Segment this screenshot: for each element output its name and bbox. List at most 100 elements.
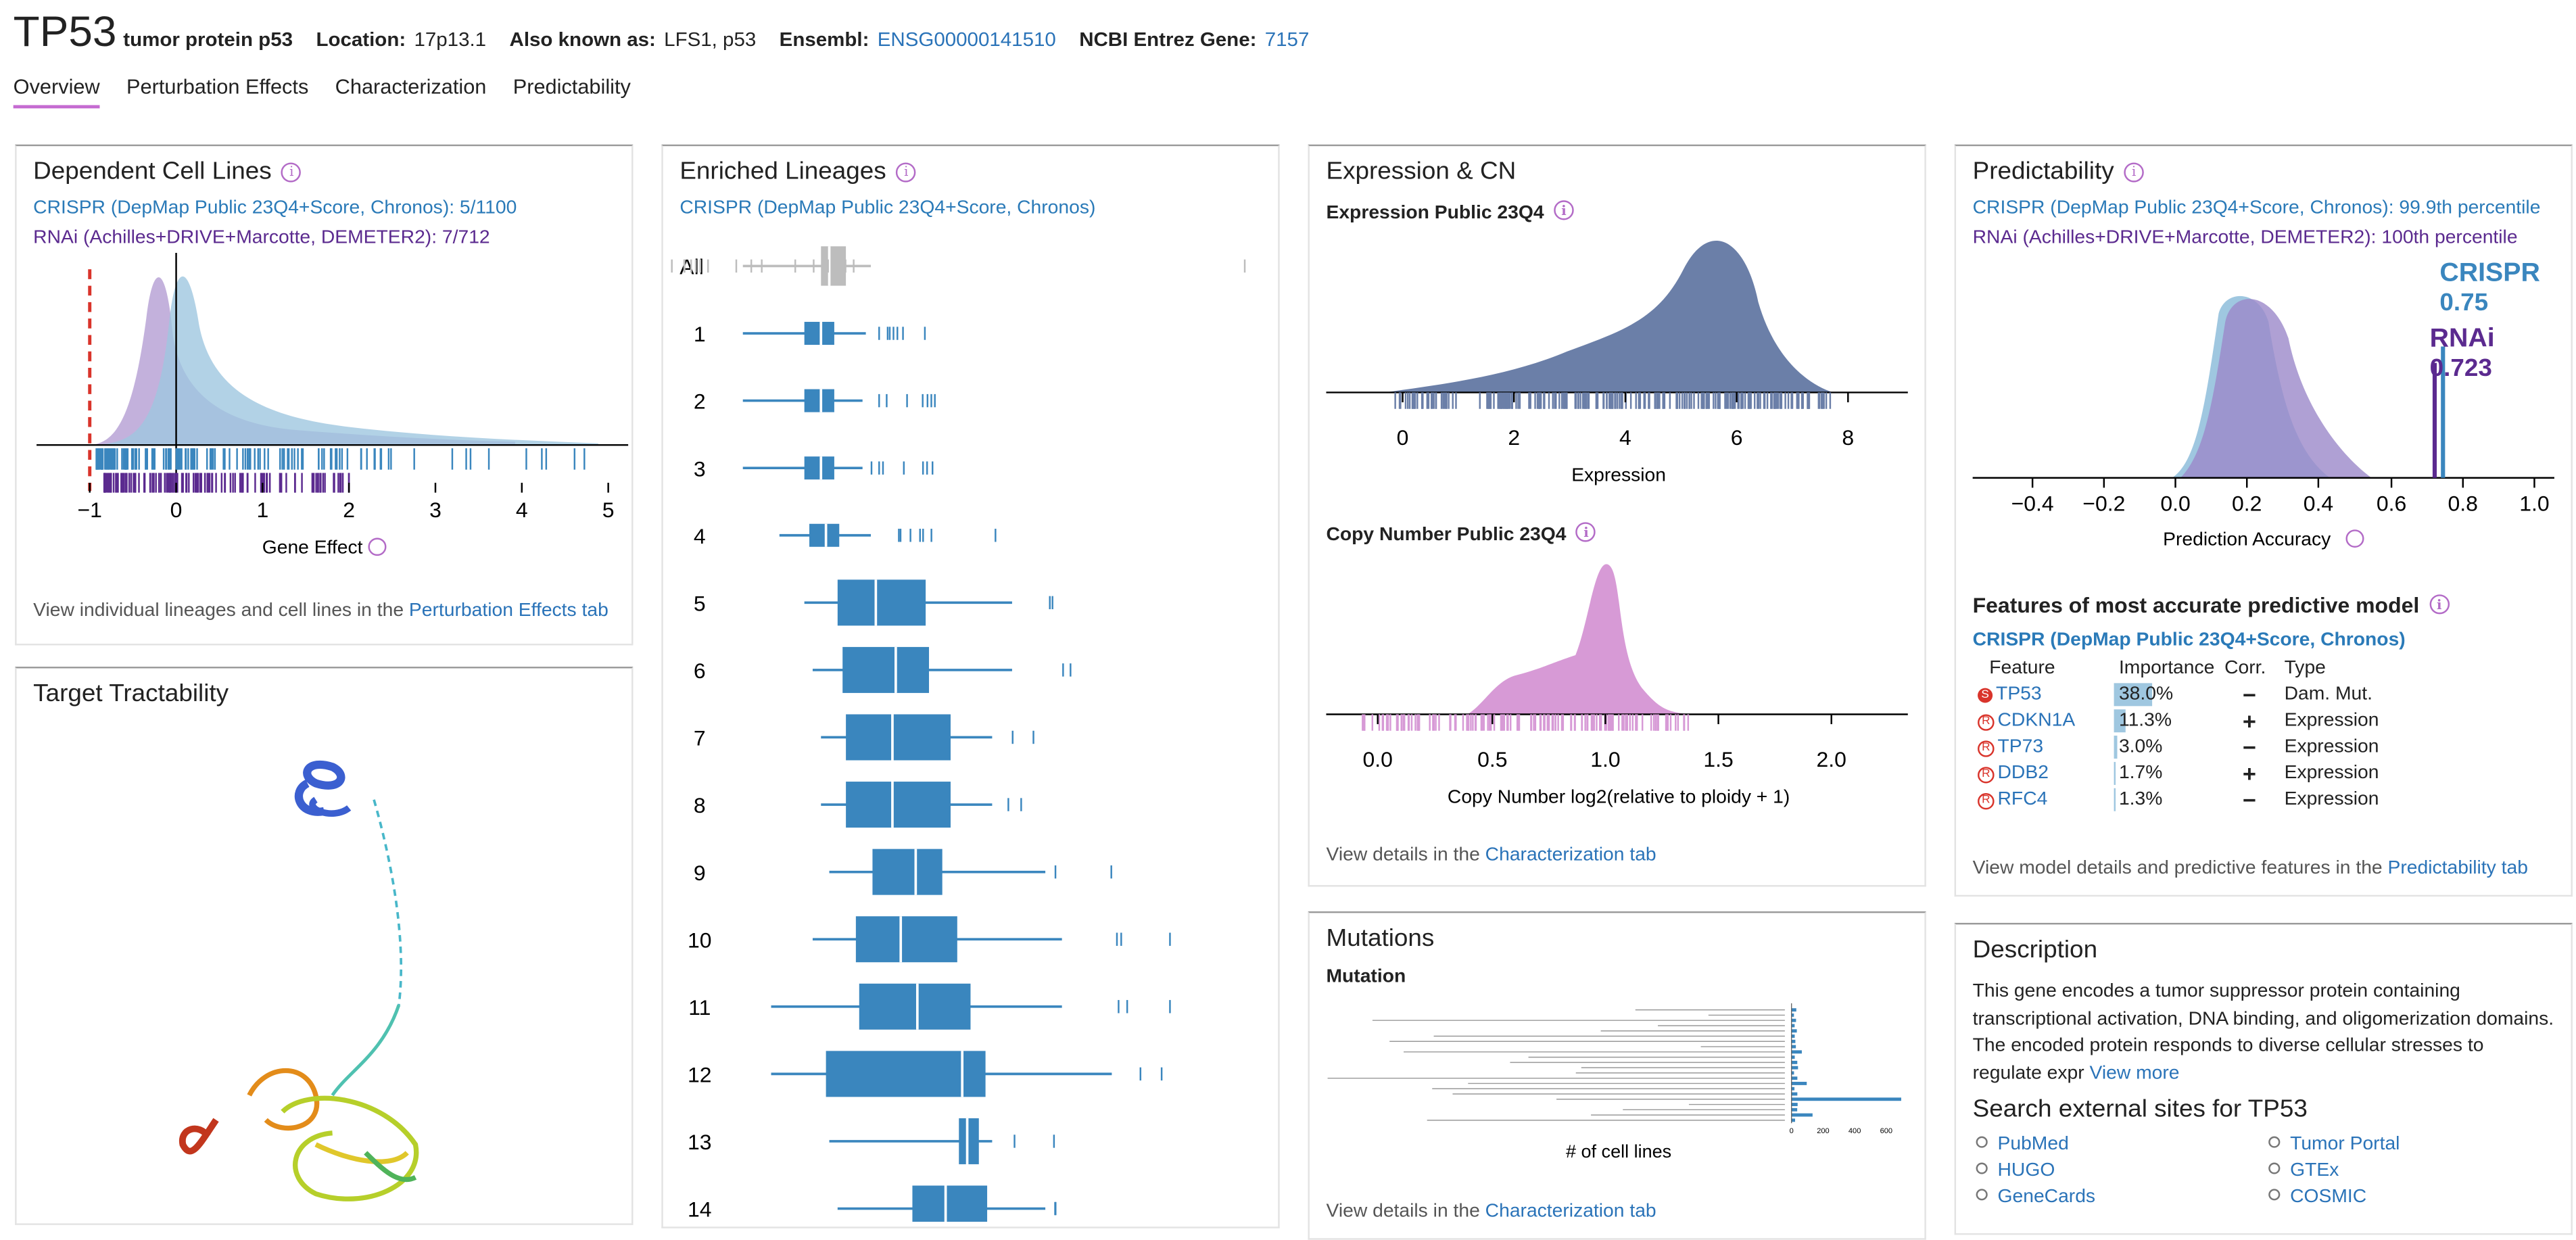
protein-structure-icon — [179, 760, 419, 1201]
lineage-label: 11 — [688, 995, 711, 1020]
predictability-crispr-line: CRISPR (DepMap Public 23Q4+Score, Chrono… — [1972, 198, 2541, 219]
importance-bar — [2114, 736, 2118, 759]
importance-value: 1.3% — [2118, 790, 2163, 810]
pubmed-link[interactable]: PubMed — [1997, 1135, 2069, 1155]
cosmic-link[interactable]: COSMIC — [2290, 1187, 2367, 1208]
mutations-panel: Mutations Mutation 0 200 400 600 # of ce… — [1308, 911, 1926, 1240]
lineage-label: 12 — [688, 1063, 712, 1087]
lineage-boxes — [671, 246, 1246, 1222]
list-item: COSMIC — [2268, 1187, 2400, 1214]
lineage-label: 10 — [688, 928, 712, 953]
tick-label: 4 — [1619, 425, 1631, 450]
predictability-link[interactable]: Predictability tab — [2387, 859, 2528, 879]
tick-label: 200 — [1817, 1127, 1829, 1135]
lineage-row-labels: All 1 2 3 4 5 6 7 8 9 10 11 12 13 14 — [679, 255, 711, 1222]
feature-type-badge: R — [1978, 767, 1995, 784]
importance-value: 38.0% — [2118, 684, 2174, 705]
mutation-bar — [1791, 1071, 1794, 1075]
type-cell: Expression — [2284, 711, 2379, 731]
info-icon[interactable]: i — [1554, 200, 1574, 220]
importance-cell: 11.3% — [2114, 708, 2220, 734]
feature-link[interactable]: RFC4 — [1997, 790, 2048, 810]
genecards-link[interactable]: GeneCards — [1997, 1187, 2096, 1208]
feature-link[interactable]: DDB2 — [1997, 763, 2049, 784]
description-title: Description — [1972, 936, 2098, 964]
feature-link[interactable]: TP53 — [1996, 684, 2042, 705]
tick-label: 0.0 — [1362, 747, 1392, 771]
feature-link[interactable]: CDKN1A — [1997, 711, 2076, 731]
mutation-bar-chart: 0 200 400 600 # of cell lines — [1327, 1003, 1901, 1162]
ensembl-label: Ensembl: — [779, 28, 869, 51]
importance-cell: 1.3% — [2114, 786, 2220, 813]
copy-number-density — [1467, 564, 1692, 715]
feature-cell: R RFC4 — [1973, 786, 2114, 813]
table-row: R TP73 3.0% − Expression — [1973, 734, 2384, 760]
dependent-crispr-line: CRISPR (DepMap Public 23Q4+Score, Chrono… — [33, 198, 517, 219]
tab-perturbation-effects[interactable]: Perturbation Effects — [126, 75, 309, 99]
header-type: Type — [2284, 658, 2326, 679]
info-icon[interactable] — [368, 538, 387, 556]
crispr-marker-value: 0.75 — [2439, 288, 2488, 316]
lineage-box — [812, 646, 1072, 693]
characterization-link[interactable]: Characterization tab — [1485, 1201, 1656, 1222]
importance-value: 1.7% — [2118, 763, 2163, 784]
ensembl-link[interactable]: ENSG00000141510 — [877, 28, 1056, 51]
expression-rug — [1394, 392, 1832, 409]
mutation-bar — [1791, 1092, 1798, 1096]
lineage-box — [742, 322, 926, 345]
feature-cell: R DDB2 — [1973, 760, 2114, 786]
info-icon[interactable]: i — [896, 162, 917, 183]
lineage-label: 2 — [694, 389, 706, 414]
mutation-bar — [1791, 1060, 1798, 1064]
mutations-xlabel: # of cell lines — [1566, 1141, 1671, 1162]
external-links-left: PubMed HUGO GeneCards — [1976, 1135, 2096, 1214]
characterization-link[interactable]: Characterization tab — [1485, 845, 1656, 865]
feature-link[interactable]: TP73 — [1997, 737, 2044, 757]
info-icon[interactable]: i — [2124, 162, 2144, 183]
header-feature: Feature — [1989, 658, 2055, 679]
lineage-box — [804, 579, 1053, 626]
hugo-link[interactable]: HUGO — [1997, 1161, 2055, 1181]
dependent-cell-lines-panel: Dependent Cell Lines i CRISPR (DepMap Pub… — [15, 144, 634, 646]
tick-label: 400 — [1848, 1127, 1861, 1135]
mutations-note: View details in the Characterization tab — [1326, 1201, 1656, 1222]
description-text: This gene encodes a tumor suppressor pro… — [1972, 982, 2554, 1083]
lineage-label: 5 — [694, 592, 706, 616]
mutation-bar — [1791, 1013, 1794, 1017]
expression-density — [1384, 240, 1834, 393]
table-row: S TP53 38.0% − Dam. Mut. — [1973, 682, 2384, 708]
perturbation-effects-link[interactable]: Perturbation Effects tab — [408, 600, 609, 621]
lineage-box — [671, 246, 1246, 286]
gtex-link[interactable]: GTEx — [2290, 1161, 2339, 1181]
lineage-label: 9 — [694, 861, 706, 885]
predictability-rnai-line: RNAi (Achilles+DRIVE+Marcotte, DEMETER2)… — [1972, 228, 2518, 248]
mutations-subtitle: Mutation — [1326, 967, 1406, 987]
copy-number-ticks: 0.0 0.5 1.0 1.5 2.0 — [1362, 714, 1846, 771]
importance-bar — [2114, 761, 2116, 785]
feature-type-badge: R — [1978, 740, 1995, 757]
lineage-label: 14 — [688, 1197, 712, 1222]
table-row: R DDB2 1.7% + Expression — [1973, 760, 2384, 786]
tumor-portal-link[interactable]: Tumor Portal — [2290, 1135, 2400, 1155]
info-icon[interactable]: i — [281, 162, 302, 183]
type-cell: Dam. Mut. — [2284, 684, 2372, 705]
tab-predictability[interactable]: Predictability — [512, 75, 631, 99]
info-icon[interactable]: i — [2429, 594, 2450, 615]
info-icon[interactable]: i — [1576, 522, 1596, 542]
info-icon[interactable] — [2345, 529, 2364, 548]
crispr-rug — [95, 448, 586, 470]
feature-type-badge: S — [1978, 688, 1993, 703]
table-header: Feature Importance Corr. Type — [1973, 655, 2384, 682]
tick-label: 6 — [1731, 425, 1743, 450]
lineages-title: Enriched Lineages — [679, 158, 886, 186]
feature-type-badge: R — [1978, 714, 1995, 731]
view-more-link[interactable]: View more — [2089, 1063, 2180, 1083]
expression-cn-panel: Expression & CN Expression Public 23Q4 i … — [1308, 144, 1926, 887]
mutation-bar — [1791, 1029, 1797, 1033]
tab-overview[interactable]: Overview — [13, 76, 100, 109]
tab-characterization[interactable]: Characterization — [335, 75, 487, 99]
entrez-link[interactable]: 7157 — [1264, 28, 1310, 51]
expression-title: Expression & CN — [1326, 158, 1517, 186]
lineage-boxplot-chart: All 1 2 3 4 5 6 7 8 9 10 11 12 13 14 — [671, 246, 1246, 1222]
type-cell: Expression — [2284, 763, 2379, 784]
